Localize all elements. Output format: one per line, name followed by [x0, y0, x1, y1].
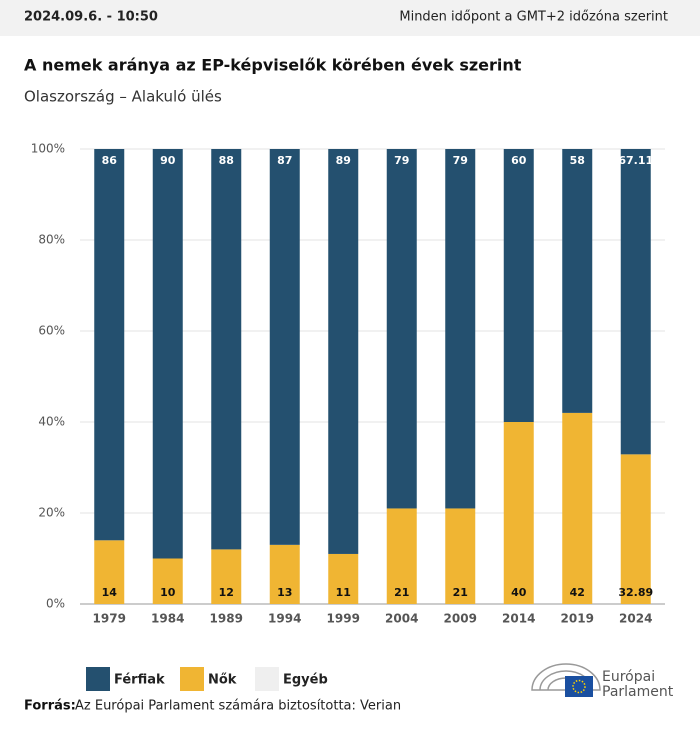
eu-flag: [565, 676, 593, 697]
data-label: 42: [570, 586, 585, 599]
y-tick-label: 0%: [46, 597, 65, 611]
y-tick-label: 80%: [38, 233, 65, 247]
legend-swatch: [86, 667, 110, 691]
bar-segment: [94, 540, 125, 604]
legend: Férfiak Nők Egyéb: [86, 667, 328, 691]
plot: 0% 20% 40% 60% 80% 100% 1979 14 86 1984 10 90 1989 12…: [31, 142, 665, 626]
bar-segment: [503, 422, 534, 604]
timezone-note: Minden időpont a GMT+2 időzóna szerint: [399, 10, 668, 25]
data-label: 13: [277, 586, 292, 599]
bar-segment: [562, 412, 593, 604]
y-tick-label: 60%: [38, 324, 65, 338]
bar-segment: [386, 508, 417, 604]
bar-segment: [503, 149, 534, 422]
bar-segment: [562, 149, 593, 413]
y-tick-label: 20%: [38, 506, 65, 520]
data-label: 89: [336, 154, 351, 167]
data-label: 21: [453, 586, 468, 599]
bar-segment: [269, 149, 300, 545]
data-label: 79: [394, 154, 409, 167]
legend-swatch: [180, 667, 204, 691]
bar-segment: [445, 149, 476, 509]
data-label: 86: [102, 154, 118, 167]
chart-subtitle: Olaszország – Alakuló ülés: [24, 88, 222, 106]
bar-segment: [328, 149, 359, 554]
bar-segment: [620, 149, 651, 455]
logo-text: Európai: [602, 669, 655, 685]
data-label: 87: [277, 154, 292, 167]
data-label: 67.11: [618, 154, 653, 167]
data-label: 40: [511, 586, 527, 599]
bar-segment: [94, 149, 125, 541]
bar-segment: [211, 549, 242, 604]
bar-segment: [269, 544, 300, 604]
x-tick-label: 1999: [327, 612, 360, 626]
data-label: 79: [453, 154, 468, 167]
data-label: 21: [394, 586, 409, 599]
x-tick-label: 1989: [210, 612, 243, 626]
bar-segment: [445, 508, 476, 604]
x-tick-label: 2009: [444, 612, 477, 626]
bar-segment: [328, 553, 359, 604]
x-tick-label: 1994: [268, 612, 301, 626]
eu-stars: [572, 679, 586, 694]
x-tick-label: 2024: [619, 612, 652, 626]
data-label: 11: [336, 586, 351, 599]
logo-text: Parlament: [602, 684, 674, 700]
data-label: 10: [160, 586, 176, 599]
x-tick-label: 2004: [385, 612, 418, 626]
legend-label: Nők: [208, 673, 237, 688]
data-label: 32.89: [618, 586, 653, 599]
logo-hemicycle: [531, 663, 601, 691]
chart-title: A nemek aránya az EP-képviselők körében …: [24, 56, 522, 75]
data-label: 90: [160, 154, 176, 167]
data-label: 58: [570, 154, 585, 167]
bar-segment: [152, 558, 183, 604]
logo: Európai Parlament: [531, 663, 674, 700]
data-label: 14: [102, 586, 118, 599]
x-tick-label: 2019: [561, 612, 594, 626]
bar-segment: [620, 454, 651, 604]
data-label: 88: [219, 154, 234, 167]
bar-segment: [386, 149, 417, 509]
source-label: Forrás:: [24, 699, 76, 714]
data-label: 60: [511, 154, 527, 167]
legend-swatch: [255, 667, 279, 691]
bar-segment: [152, 149, 183, 559]
y-tick-label: 100%: [31, 142, 65, 156]
x-tick-label: 2014: [502, 612, 535, 626]
legend-label: Egyéb: [283, 673, 328, 688]
x-tick-label: 1979: [93, 612, 126, 626]
bar-segment: [211, 149, 242, 550]
timestamp: 2024.09.6. - 10:50: [24, 10, 158, 25]
source-text: Az Európai Parlament számára biztosított…: [75, 699, 401, 714]
legend-label: Férfiak: [114, 673, 165, 688]
x-tick-label: 1984: [151, 612, 184, 626]
y-tick-label: 40%: [38, 415, 65, 429]
data-label: 12: [219, 586, 234, 599]
header-band: [0, 0, 700, 36]
